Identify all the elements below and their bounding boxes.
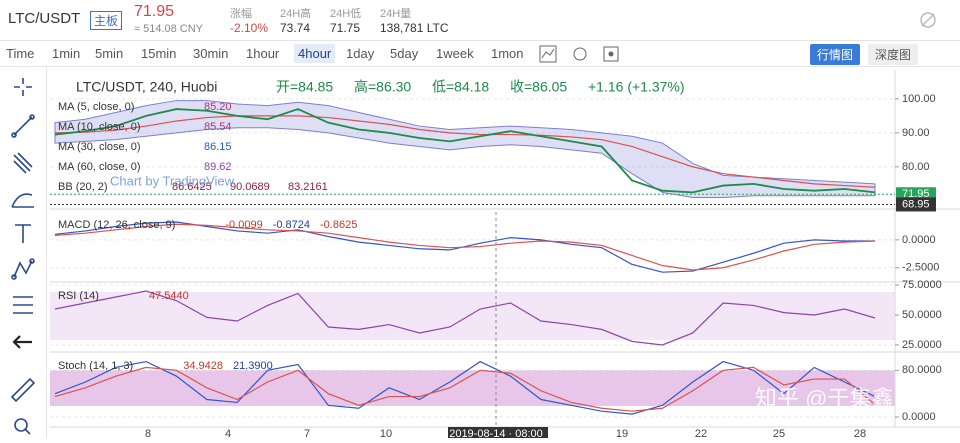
bollinger-band: [54, 100, 876, 198]
indicator-name: BB (20, 2): [58, 181, 108, 193]
indicator-value: 21.3900: [233, 360, 273, 372]
indicator-value: 85.20: [204, 101, 232, 113]
legend-ohlc: 开=84.85: [276, 79, 333, 95]
indicator-name: MACD (12, 26, close, 9): [58, 219, 175, 231]
last-price: 71.95: [134, 3, 175, 20]
stat-label: 24H量: [380, 8, 412, 20]
stat-label: 24H高: [280, 8, 312, 20]
toolbar: 行情图 深度图 Time 1min 5min 15min 30min 1hour 4hour…: [0, 41, 960, 67]
interval-button[interactable]: 15min: [141, 46, 177, 61]
x-tick-label: 25: [773, 428, 785, 438]
theme-icon[interactable]: [918, 10, 938, 30]
watermark: 知乎 @于集鑫: [755, 386, 893, 411]
badge[interactable]: 主板: [90, 11, 123, 30]
indicator-line: [54, 108, 876, 194]
indicator-value: -0.8724: [273, 219, 310, 231]
legend-ohlc: 收=86.05: [510, 79, 567, 95]
x-tick-label: 10: [380, 428, 392, 438]
x-tick-label: 19: [616, 428, 628, 438]
interval-button[interactable]: Time: [6, 46, 35, 61]
interval-button[interactable]: 1min: [52, 46, 81, 61]
interval-button[interactable]: 1week: [436, 46, 474, 61]
indicator-name: MA (60, close, 0): [58, 161, 141, 173]
indicator-name: MA (5, close, 0): [58, 101, 134, 113]
indicator-value: 34.9428: [183, 360, 223, 372]
y-tick-label: 0.0000: [902, 411, 936, 423]
x-tick-label: 22: [695, 428, 707, 438]
interval-button[interactable]: 4hour: [294, 44, 336, 63]
legend-ohlc: 低=84.18: [432, 79, 489, 95]
indicator-value: 85.54: [204, 121, 232, 133]
interval-button[interactable]: 30min: [193, 46, 229, 61]
y-tick-label: 75.0000: [902, 279, 942, 291]
interval-button[interactable]: 1mon: [491, 46, 524, 61]
interval-button[interactable]: 5day: [390, 46, 419, 61]
stat-value: 71.75: [330, 21, 361, 35]
interval-button[interactable]: 1day: [346, 46, 375, 61]
view-button[interactable]: 行情图: [810, 44, 861, 65]
stat-value: -2.10%: [230, 21, 269, 35]
indicator-name: MA (30, close, 0): [58, 141, 141, 153]
stat-value: 138,781 LTC: [380, 21, 449, 35]
tool-icons[interactable]: [538, 44, 628, 64]
tool-icons[interactable]: [0, 67, 46, 438]
indicator-line: [54, 366, 876, 412]
price-label: 71.95: [902, 188, 930, 200]
legend-change: +1.16 (+1.37%): [588, 79, 685, 95]
interval-button[interactable]: 5min: [95, 46, 124, 61]
y-tick-label: -2.5000: [902, 262, 939, 274]
interval-button[interactable]: 1hour: [246, 46, 280, 61]
indicator-line: [54, 221, 875, 273]
indicator-value: 86.15: [204, 141, 232, 153]
indicator-line: [54, 290, 876, 346]
indicator-value: 89.62: [204, 161, 232, 173]
indicator-line: [54, 360, 876, 415]
price-label-box: [896, 197, 936, 212]
stat-label: 涨幅: [230, 8, 252, 20]
indicator-name: Stoch (14, 1, 3): [58, 360, 133, 372]
legend-ohlc: 高=86.30: [354, 79, 411, 95]
y-tick-label: 80.0000: [902, 364, 942, 376]
header: LTC/USDT 主板 71.95 ≈ 514.08 CNY 涨幅 -2.10%…: [0, 0, 960, 41]
legend-symbol: LTC/USDT, 240, Huobi: [76, 79, 217, 95]
rsi-band: [50, 292, 895, 340]
y-tick-label: 50.0000: [902, 309, 942, 321]
indicator-value: -0.0099: [225, 219, 262, 231]
x-tick-label: 4: [225, 428, 231, 438]
stat-value: 73.74: [280, 21, 311, 35]
view-button[interactable]: 深度图: [868, 44, 919, 65]
x-tick-label: 2019-08-14 · 08:00: [449, 428, 543, 438]
y-tick-label: 100.00: [902, 93, 936, 105]
crosshair-date-box: [448, 427, 548, 438]
credit: Chart by TradingView: [110, 173, 235, 188]
x-tick-label: 28: [854, 428, 866, 438]
x-tick-label: 7: [304, 428, 310, 438]
cny-price: ≈ 514.08 CNY: [134, 23, 204, 35]
indicator-name: RSI (14): [58, 290, 99, 302]
symbol: LTC/USDT: [8, 10, 81, 27]
indicator-value: -0.8625: [320, 219, 357, 231]
y-tick-label: 80.00: [902, 161, 930, 173]
indicator-line: [54, 223, 876, 271]
indicator-value: 90.0689: [230, 181, 270, 193]
indicator-line: [54, 115, 876, 188]
price-label-box: [896, 187, 936, 202]
stat-label: 24H低: [330, 8, 362, 20]
stoch-band: [50, 370, 895, 406]
indicator-value: 47.5440: [149, 290, 189, 302]
y-tick-label: 0.0000: [902, 234, 936, 246]
indicator-name: MA (10, close, 0): [58, 121, 141, 133]
x-tick-label: 8: [145, 428, 151, 438]
y-tick-label: 25.0000: [902, 339, 942, 351]
y-tick-label: 90.00: [902, 127, 930, 139]
price-label: 68.95: [902, 198, 930, 210]
indicator-value: 86.6425: [172, 181, 212, 193]
indicator-value: 83.2161: [288, 181, 328, 193]
drawing-tools: [0, 67, 47, 438]
